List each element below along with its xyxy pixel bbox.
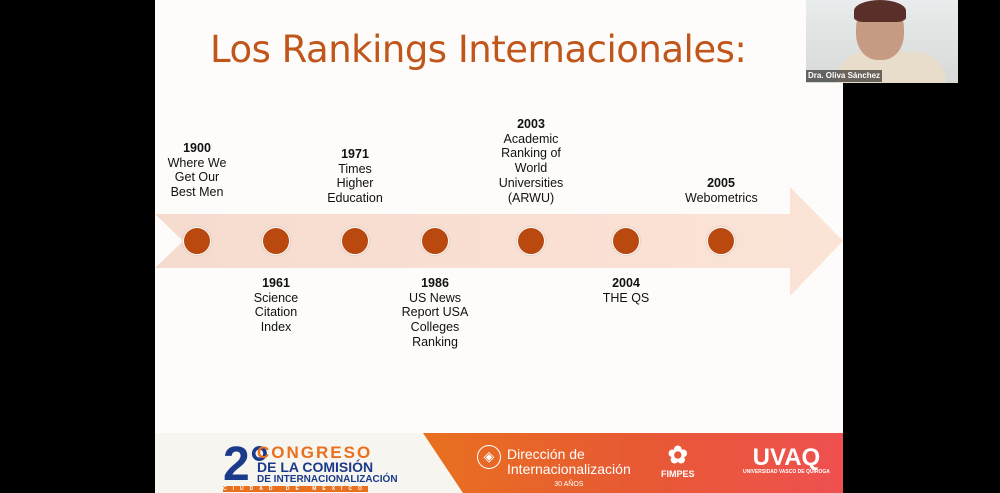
participant-video-tile[interactable]: Dra. Oliva Sánchez: [806, 0, 958, 83]
slide-footer: 2° CONGRESO DE LA COMISIÓN DE INTERNACIO…: [155, 433, 843, 493]
timeline-marker: [262, 227, 290, 255]
timeline-marker: [341, 227, 369, 255]
direccion-logo: Dirección de Internacionalización 30 AÑO…: [507, 446, 631, 489]
timeline-marker: [421, 227, 449, 255]
timeline-marker: [183, 227, 211, 255]
participant-name: Dra. Oliva Sánchez: [806, 70, 883, 82]
timeline-marker: [517, 227, 545, 255]
timeline-event: 1971 Times Higher Education: [327, 147, 383, 206]
timeline-event: 2004 THE QS: [602, 276, 650, 305]
timeline-marker: [707, 227, 735, 255]
timeline-event: 2005 Webometrics: [685, 176, 758, 205]
presentation-slide: Los Rankings Internacionales: 2° CONGRES…: [155, 0, 843, 493]
timeline-event: 1961 Science Citation Index: [253, 276, 299, 335]
slide-title: Los Rankings Internacionales:: [210, 28, 747, 71]
timeline-arrow: [155, 187, 843, 296]
uvaq-logo: UVAQ UNIVERSIDAD VASCO DE QUIROGA: [743, 444, 830, 476]
fimpes-logo: ✿ FIMPES: [661, 442, 695, 480]
timeline-event: 2003 Academic Ranking of World Universiti…: [498, 117, 564, 205]
timeline-event: 1986 US News Report USA Colleges Ranking: [401, 276, 469, 349]
mexico-seal-icon: ◈: [477, 445, 501, 469]
timeline-marker: [612, 227, 640, 255]
timeline-event: 1900 Where We Get Our Best Men: [167, 141, 227, 200]
